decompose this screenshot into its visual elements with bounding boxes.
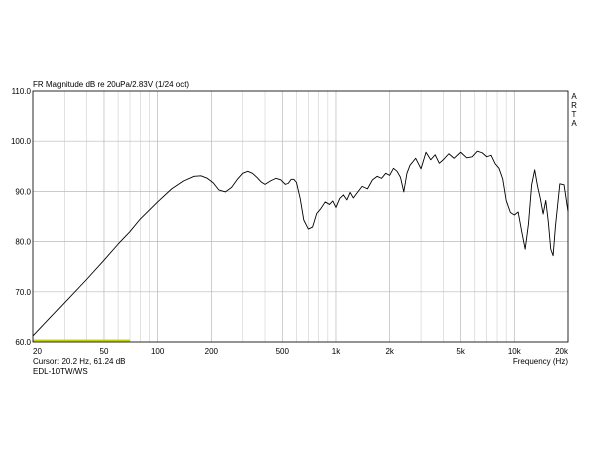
x-tick-label: 500 — [276, 347, 290, 356]
label-layer: 20 50 100 200 500 1k 2k 5k 10k 20k 60.0 70.0 80.0 90.… — [11, 87, 569, 356]
measurement-name: EDL-10TW/WS — [33, 367, 88, 376]
x-tick-label: 100 — [151, 347, 165, 356]
y-tick-label: 80.0 — [15, 238, 31, 247]
x-tick-label: 200 — [205, 347, 219, 356]
brand-letter: R — [571, 101, 577, 110]
y-tick-label: 60.0 — [15, 338, 31, 347]
y-tick-label: 70.0 — [15, 288, 31, 297]
x-tick-label: 1k — [332, 347, 341, 356]
chart-title: FR Magnitude dB re 20uPa/2.83V (1/24 oct… — [33, 80, 189, 89]
cursor-readout: Cursor: 20.2 Hz, 61.24 dB — [33, 357, 126, 366]
y-tick-label: 90.0 — [15, 187, 31, 196]
frequency-response-line — [32, 150, 569, 337]
series-layer — [32, 150, 569, 337]
x-tick-label: 5k — [456, 347, 465, 356]
x-tick-label: 20k — [555, 347, 569, 356]
plot-frame — [32, 90, 569, 343]
y-tick-label: 100.0 — [11, 137, 32, 146]
brand-letter: A — [571, 119, 577, 128]
grid-layer — [32, 90, 569, 343]
x-tick-label: 2k — [385, 347, 394, 356]
x-tick-label: 50 — [100, 347, 109, 356]
x-tick-label: 10k — [508, 347, 522, 356]
brand-letter: T — [572, 110, 577, 119]
x-axis-label: Frequency (Hz) — [513, 357, 568, 366]
y-tick-label: 110.0 — [12, 87, 32, 96]
x-tick-label: 20 — [33, 347, 42, 356]
brand-letter: A — [571, 92, 577, 101]
